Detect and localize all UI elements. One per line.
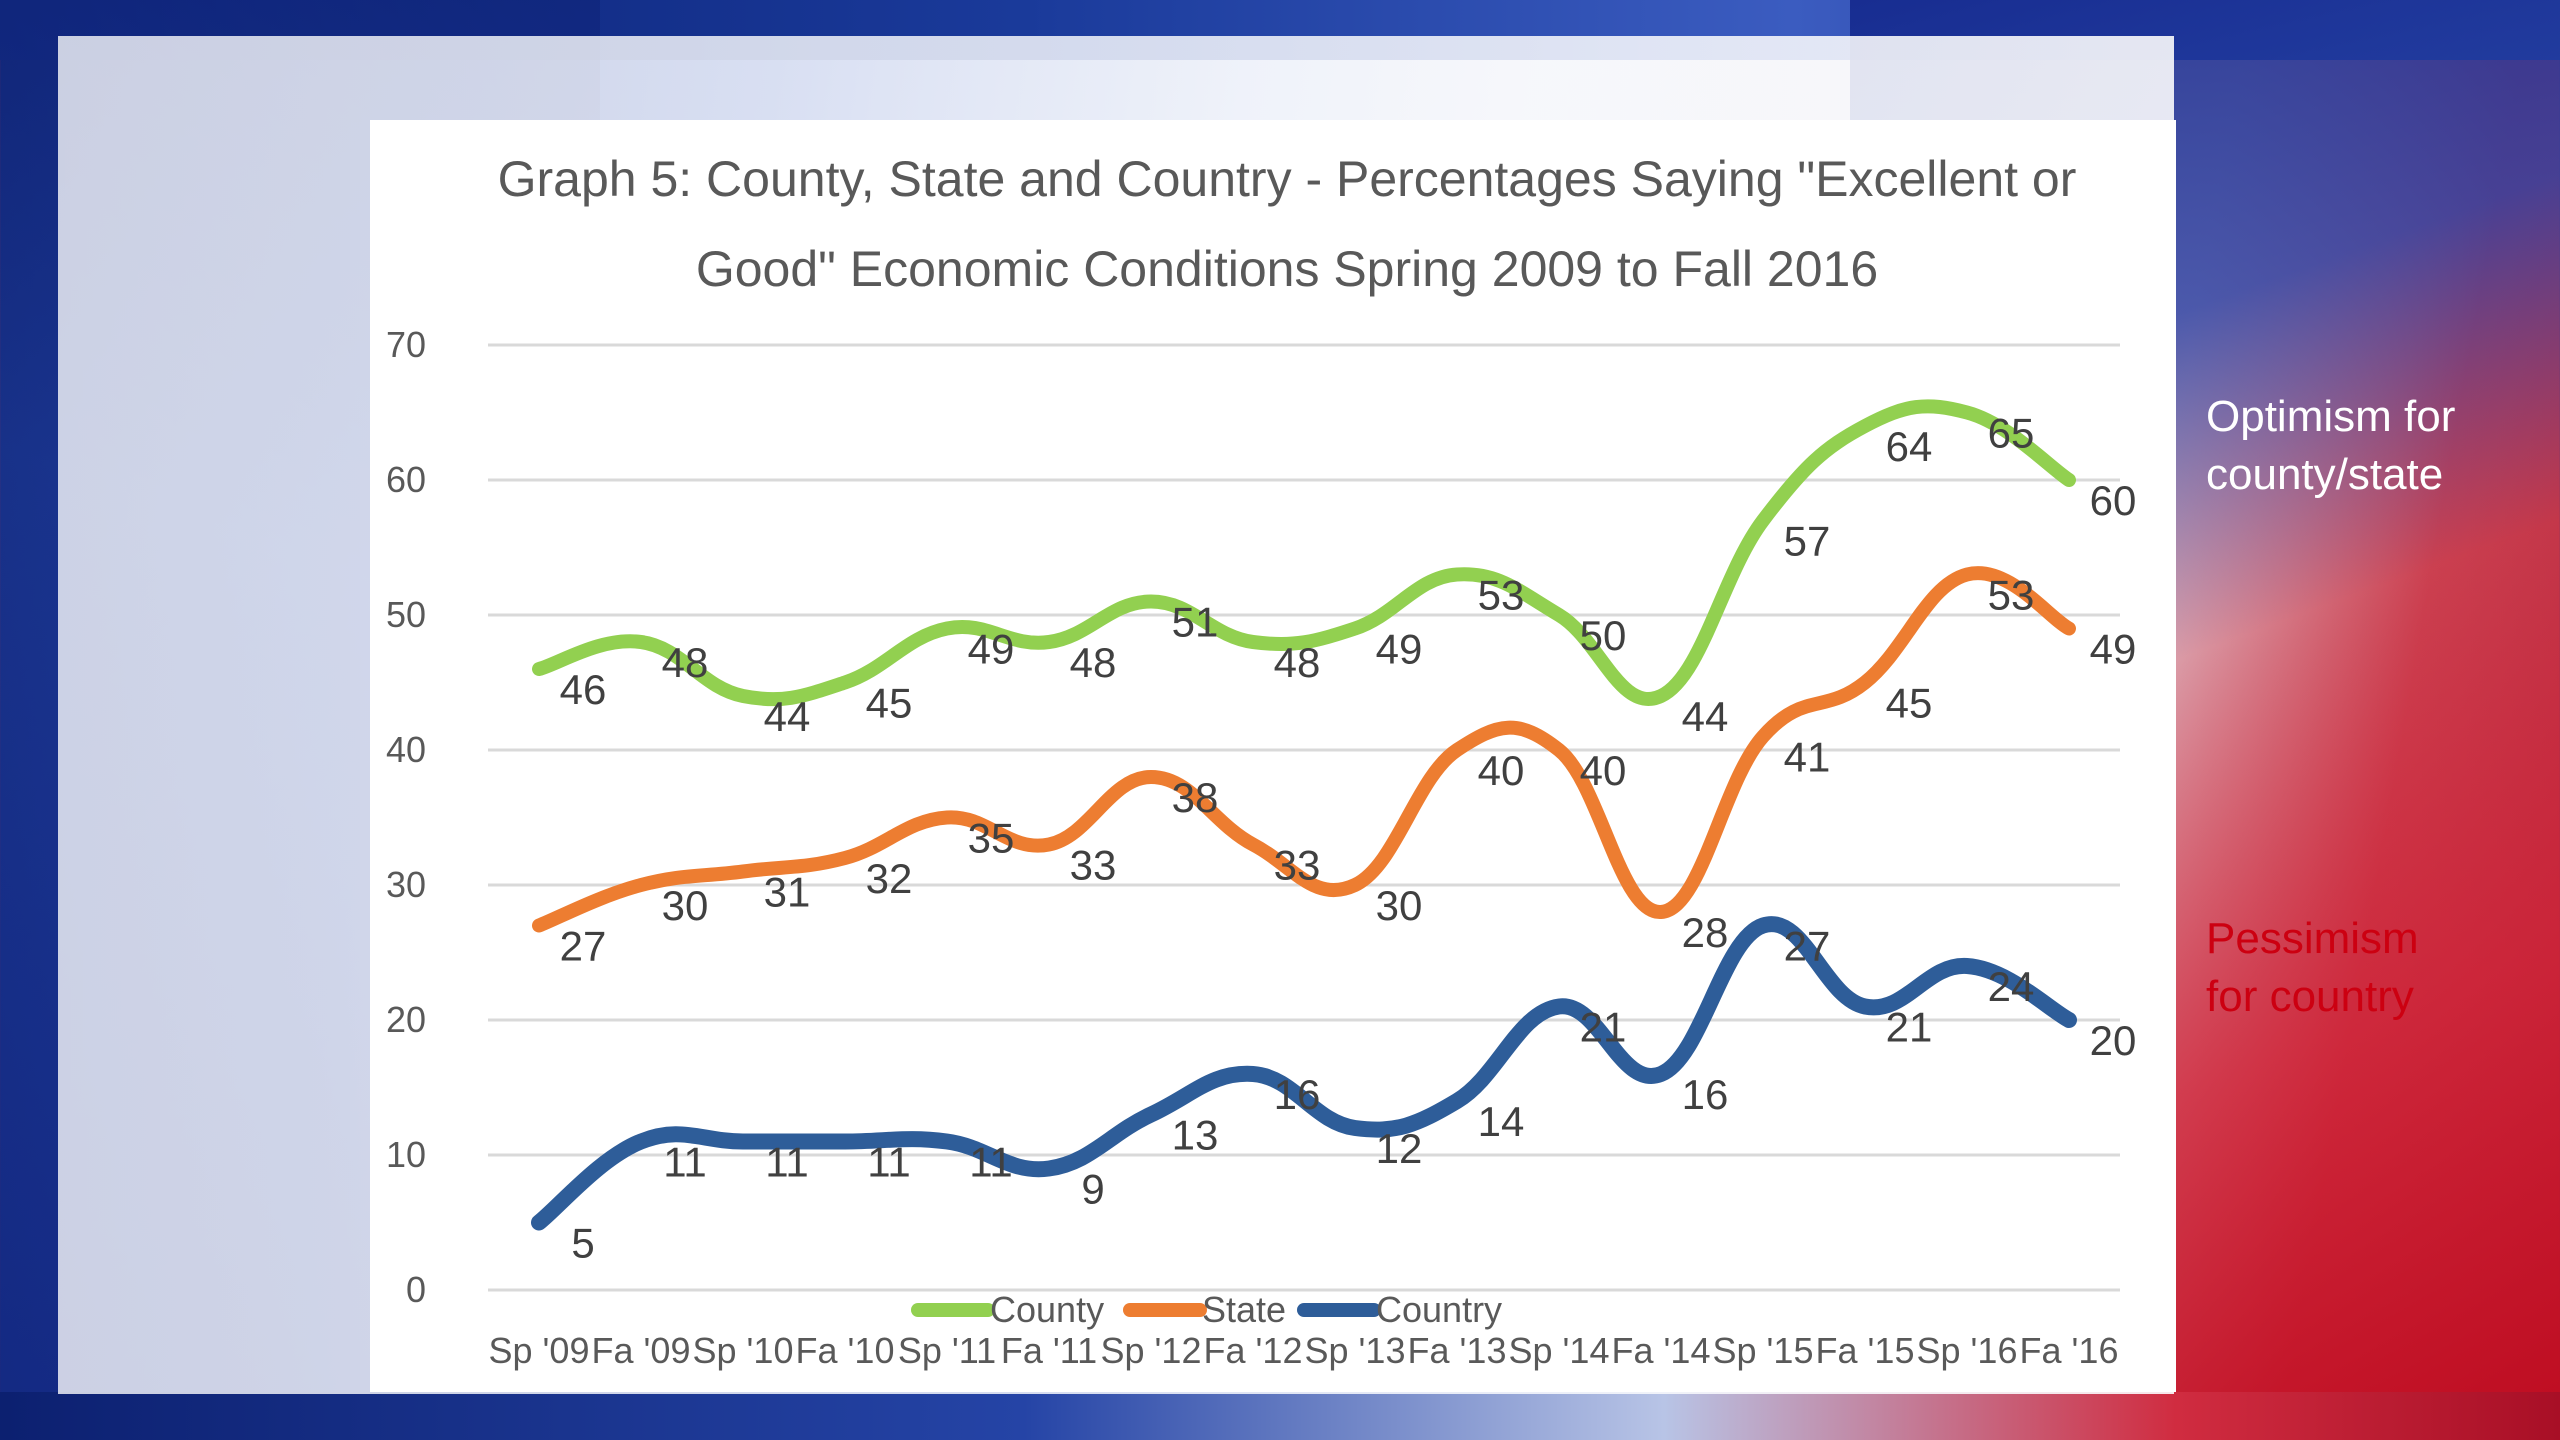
y-axis: 0 10 20 30 40 50 60 70 (386, 324, 426, 1310)
data-label: 45 (866, 680, 913, 727)
x-tick-label: Fa '13 (1408, 1330, 1507, 1371)
data-label: 51 (1172, 599, 1219, 646)
series-line-county (532, 399, 2076, 707)
data-label: 49 (1376, 626, 1423, 673)
data-label: 53 (1478, 572, 1525, 619)
x-tick-label: Fa '10 (796, 1330, 895, 1371)
data-label: 49 (2090, 626, 2137, 673)
data-label: 21 (1580, 1004, 1627, 1051)
optimism-line1: Optimism for (2206, 392, 2456, 441)
data-label: 5 (571, 1220, 594, 1267)
data-label: 9 (1081, 1166, 1104, 1213)
data-label: 38 (1172, 774, 1219, 821)
y-tick-label: 60 (386, 459, 426, 500)
x-tick-label: Fa '11 (1001, 1330, 1097, 1371)
x-tick-label: Sp '11 (898, 1330, 996, 1371)
x-tick-label: Sp '14 (1509, 1330, 1610, 1371)
data-label: 46 (560, 666, 607, 713)
y-tick-label: 40 (386, 729, 426, 770)
data-label: 27 (560, 923, 607, 970)
data-label: 40 (1478, 747, 1525, 794)
data-label: 60 (2090, 477, 2137, 524)
data-label: 11 (969, 1139, 1013, 1186)
chart-gridlines (488, 343, 2120, 1292)
x-tick-label: Fa '15 (1816, 1330, 1915, 1371)
data-label: 48 (662, 639, 709, 686)
data-label: 13 (1172, 1112, 1219, 1159)
chart-legend: County State Country (911, 1289, 1502, 1330)
data-label: 50 (1580, 612, 1627, 659)
y-tick-label: 50 (386, 594, 426, 635)
x-tick-label: Sp '12 (1101, 1330, 1202, 1371)
y-tick-label: 20 (386, 999, 426, 1040)
data-label: 11 (867, 1139, 911, 1186)
x-tick-label: Fa '12 (1204, 1330, 1303, 1371)
x-axis: Sp '09 Fa '09 Sp '10 Fa '10 Sp '11 Fa '11 Sp '… (489, 1330, 2119, 1371)
data-label: 27 (1784, 923, 1831, 970)
chart-card: Graph 5: County, State and Country - Per… (370, 120, 2176, 1392)
x-tick-label: Fa '14 (1612, 1330, 1711, 1371)
data-label: 30 (662, 882, 709, 929)
data-label: 30 (1376, 882, 1423, 929)
data-label: 20 (2090, 1017, 2137, 1064)
legend-label: County (990, 1289, 1104, 1330)
y-tick-label: 70 (386, 324, 426, 365)
chart-series (531, 399, 2077, 1231)
data-label: 64 (1886, 423, 1933, 470)
data-label: 53 (1988, 572, 2035, 619)
x-tick-label: Sp '09 (489, 1330, 590, 1371)
x-tick-label: Sp '10 (693, 1330, 794, 1371)
optimism-annotation: Optimism for county/state (2206, 388, 2455, 504)
data-labels: 46 48 44 45 49 48 51 48 49 53 50 44 57 64 65 60 27 30 31 32… (560, 410, 2137, 1267)
data-label: 45 (1886, 680, 1933, 727)
pessimism-line1: Pessimism (2206, 914, 2419, 963)
data-label: 28 (1682, 909, 1729, 956)
pessimism-annotation: Pessimism for country (2206, 910, 2419, 1026)
data-label: 41 (1784, 734, 1831, 781)
data-label: 12 (1376, 1125, 1423, 1172)
data-label: 44 (1682, 693, 1729, 740)
data-label: 16 (1274, 1071, 1321, 1118)
y-tick-label: 30 (386, 864, 426, 905)
data-label: 11 (663, 1139, 707, 1186)
x-tick-label: Fa '09 (592, 1330, 691, 1371)
pessimism-line2: for country (2206, 972, 2414, 1021)
chart-title-line1: Graph 5: County, State and Country - Per… (498, 151, 2077, 207)
x-tick-label: Sp '15 (1713, 1330, 1814, 1371)
data-label: 35 (968, 815, 1015, 862)
data-label: 48 (1070, 639, 1117, 686)
x-tick-label: Fa '16 (2020, 1330, 2119, 1371)
data-label: 16 (1682, 1071, 1729, 1118)
data-label: 31 (764, 869, 811, 916)
legend-label: Country (1376, 1289, 1502, 1330)
data-label: 24 (1988, 963, 2035, 1010)
series-line-state (532, 566, 2076, 933)
data-label: 48 (1274, 639, 1321, 686)
line-chart: Graph 5: County, State and Country - Per… (386, 151, 2137, 1371)
data-label: 11 (765, 1139, 809, 1186)
data-label: 33 (1274, 842, 1321, 889)
data-label: 32 (866, 855, 913, 902)
data-label: 14 (1478, 1098, 1525, 1145)
data-label: 21 (1886, 1004, 1933, 1051)
data-label: 40 (1580, 747, 1627, 794)
background-bottom-band (0, 1392, 2560, 1440)
data-label: 65 (1988, 410, 2035, 457)
series-line-country (531, 916, 2077, 1231)
y-tick-label: 10 (386, 1134, 426, 1175)
y-tick-label: 0 (406, 1269, 426, 1310)
data-label: 44 (764, 693, 811, 740)
data-label: 57 (1784, 518, 1831, 565)
legend-label: State (1202, 1289, 1286, 1330)
data-label: 33 (1070, 842, 1117, 889)
x-tick-label: Sp '16 (1917, 1330, 2018, 1371)
chart-title-line2: Good" Economic Conditions Spring 2009 to… (696, 241, 1878, 297)
x-tick-label: Sp '13 (1305, 1330, 1406, 1371)
data-label: 49 (968, 626, 1015, 673)
optimism-line2: county/state (2206, 450, 2444, 499)
